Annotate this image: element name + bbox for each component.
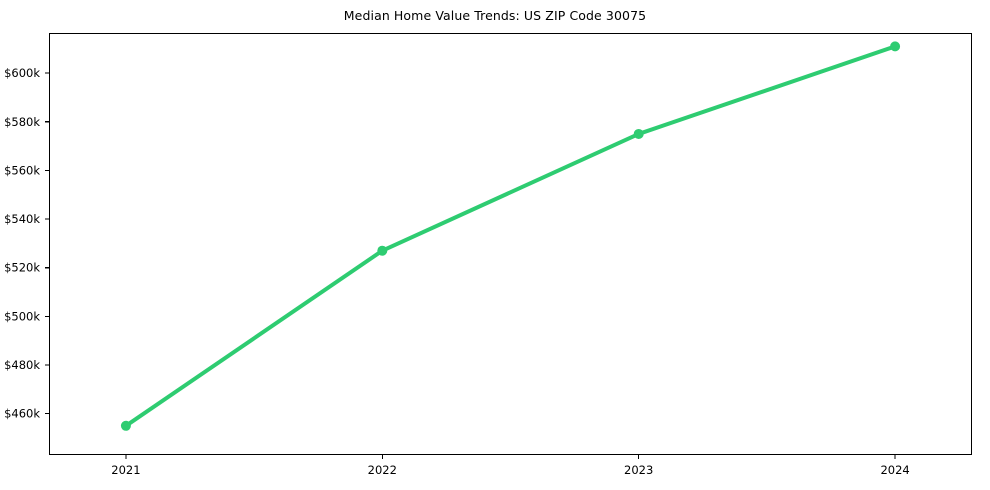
data-point-marker (120, 420, 131, 431)
plot-border (48, 32, 973, 456)
y-tick-label: $560k (4, 163, 40, 177)
x-tick-label: 2023 (624, 463, 653, 477)
data-point-marker (377, 245, 388, 256)
x-tick-label: 2022 (368, 463, 397, 477)
chart-title: Median Home Value Trends: US ZIP Code 30… (343, 8, 647, 23)
series-line (123, 44, 898, 428)
data-point-marker (633, 128, 644, 139)
y-tick-label: $540k (4, 212, 40, 226)
y-tick-label: $600k (4, 66, 40, 80)
y-tick-label: $480k (4, 358, 40, 372)
y-tick-label: $500k (4, 309, 40, 323)
y-axis-ticks: $460k $480k $500k $520k $540k $560k $580k $600k (4, 66, 49, 421)
y-tick-label: $520k (4, 261, 40, 275)
x-tick-label: 2024 (880, 463, 909, 477)
x-tick-label: 2021 (111, 463, 140, 477)
y-tick-label: $580k (4, 115, 40, 129)
y-tick-label: $460k (4, 407, 40, 421)
plot-background (49, 33, 972, 455)
x-axis-ticks: 2021 2022 2023 2024 (111, 455, 910, 477)
data-series-group (120, 41, 901, 431)
data-point-marker (890, 41, 901, 52)
